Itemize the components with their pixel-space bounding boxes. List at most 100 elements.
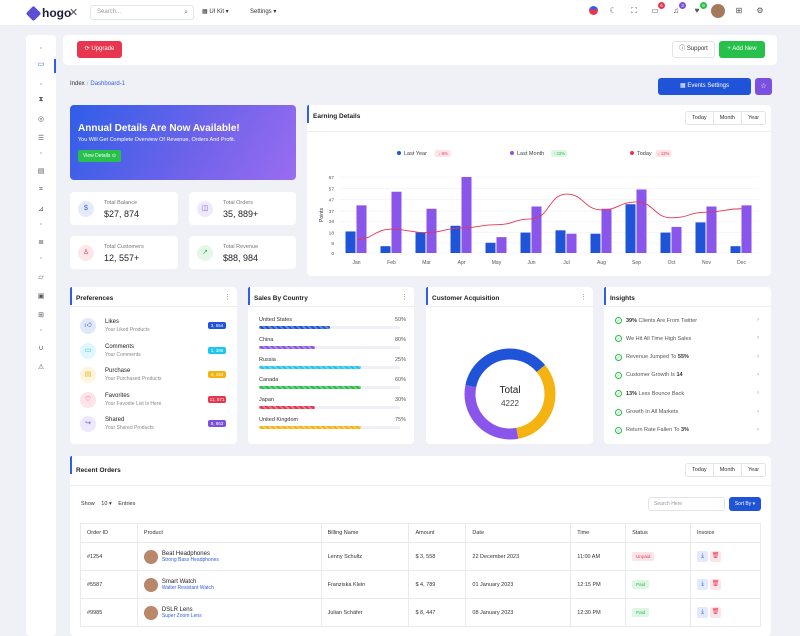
bar-last-month[interactable] [426, 208, 437, 253]
legend-label[interactable]: Today [637, 151, 652, 157]
upgrade-button[interactable]: ⟳ Upgrade [77, 41, 122, 58]
target-icon[interactable]: ◎ [37, 116, 45, 123]
column-header[interactable]: Billing Name [320, 523, 410, 543]
trash-icon[interactable]: 🗑︎ [710, 607, 722, 618]
bar-last-month[interactable] [391, 191, 402, 253]
product-avatar [143, 549, 158, 564]
logo[interactable]: hogo [25, 5, 71, 21]
more-icon[interactable]: ⋮ [580, 294, 587, 301]
breadcrumb-root[interactable]: Index [70, 81, 85, 87]
bar-last-year[interactable] [730, 246, 741, 253]
more-icon[interactable]: ⋮ [401, 294, 408, 301]
more-icon[interactable]: ⋮ [224, 294, 231, 301]
bar-last-year[interactable] [380, 246, 391, 253]
legend-label[interactable]: Last Month [517, 151, 544, 157]
trash-icon[interactable]: 🗑︎ [710, 551, 722, 562]
donut-segment[interactable] [464, 348, 556, 440]
orders-search-input[interactable]: Search Here [648, 497, 725, 511]
column-header[interactable]: Amount [408, 523, 467, 543]
hourglass-icon[interactable]: ⧗ [38, 96, 44, 103]
download-icon[interactable]: ⤓ [697, 607, 709, 618]
view-details-button[interactable]: View Details ⊙ [78, 150, 122, 162]
period-year[interactable]: Year [740, 112, 765, 124]
bar-last-month[interactable] [671, 226, 682, 253]
donut-segment[interactable] [464, 348, 556, 440]
bar-last-month[interactable] [496, 237, 507, 253]
fullscreen-icon[interactable]: ⛶ [631, 6, 637, 15]
product-name[interactable]: Beat Headphones [161, 550, 210, 557]
bar-last-month[interactable] [566, 233, 577, 253]
bar-last-month[interactable] [356, 205, 367, 253]
gear-icon[interactable]: ⚙ [756, 6, 764, 15]
sort-by-button[interactable]: Sort By ▾ [729, 497, 761, 511]
product-name[interactable]: Smart Watch [161, 578, 197, 585]
ui-kit-menu[interactable]: ▦ UI Kit ▾ [202, 9, 229, 15]
moon-icon[interactable]: ☾ [609, 6, 617, 15]
add-new-button[interactable]: + Add New [719, 41, 765, 58]
component-icon[interactable]: ⌗ [39, 186, 43, 193]
magnet-icon[interactable]: ∪ [38, 345, 44, 352]
gift-icon[interactable]: ♥ 9 [691, 2, 707, 18]
column-header[interactable]: Order ID [80, 523, 138, 543]
column-header[interactable]: Time [570, 523, 627, 543]
bell-icon[interactable]: ♫ 3 [670, 2, 686, 18]
bar-last-year[interactable] [520, 232, 531, 253]
star-button[interactable]: ☆ [755, 78, 772, 95]
period-month[interactable]: Month [712, 112, 741, 124]
column-header[interactable]: Date [465, 523, 572, 543]
monitor-icon[interactable]: ▭ [37, 61, 45, 68]
bar-last-year[interactable] [345, 231, 356, 253]
breadcrumb-current[interactable]: Dashboard-1 [90, 81, 126, 87]
support-button[interactable]: ⓘ Support [672, 41, 715, 58]
table-row[interactable]: #1254 Beat Headphones Strong Bass Headphon… [80, 542, 761, 571]
qr-icon[interactable]: ⊞ [38, 312, 44, 319]
bar-last-year[interactable] [590, 233, 601, 253]
donut-segment[interactable] [464, 348, 556, 440]
bar-last-year[interactable] [625, 204, 636, 253]
table-row[interactable]: #5587 Smart Watch Walter Resistant Watch Fr… [80, 570, 761, 599]
chat-icon[interactable]: ▭ 6 [649, 2, 665, 18]
bar-last-month[interactable] [636, 189, 647, 253]
avatar[interactable] [711, 4, 725, 18]
product-avatar [143, 605, 158, 620]
close-icon[interactable]: ✕ [69, 7, 79, 19]
bar-last-year[interactable] [695, 222, 706, 253]
server-icon[interactable]: ☰ [37, 135, 45, 142]
period-year[interactable]: Year [740, 464, 765, 476]
bar-last-year[interactable] [555, 230, 566, 253]
bar-last-month[interactable] [706, 206, 717, 253]
bar-last-month[interactable] [601, 208, 612, 253]
settings-menu[interactable]: Settings ▾ [250, 9, 277, 15]
bar-last-year[interactable] [660, 232, 671, 253]
search-input[interactable]: Search... ⌕ [90, 5, 194, 20]
flag-icon[interactable] [587, 6, 599, 18]
warning-icon[interactable]: ⚠ [37, 364, 45, 371]
bar-last-year[interactable] [450, 225, 461, 253]
layout-icon[interactable]: ▣ [37, 293, 45, 300]
apps-icon[interactable]: ⊞ [735, 6, 743, 15]
download-icon[interactable]: ⤓ [697, 579, 709, 590]
download-icon[interactable]: ⤓ [697, 551, 709, 562]
column-header[interactable]: Product [136, 523, 322, 543]
period-month[interactable]: Month [712, 464, 741, 476]
product-name[interactable]: DSLR Lens [161, 606, 193, 613]
document-icon[interactable]: ▤ [37, 168, 45, 175]
bar-last-year[interactable] [485, 242, 496, 253]
bar-last-month[interactable] [741, 205, 752, 253]
top-bar: hogo ✕ Search... ⌕ ▦ UI Kit ▾ Settings ▾ … [0, 0, 800, 26]
bar-last-month[interactable] [461, 177, 472, 253]
folder-icon[interactable]: ▱ [38, 274, 44, 281]
bar-last-month[interactable] [531, 206, 542, 253]
legend-label[interactable]: Last Year [404, 151, 427, 157]
list-icon[interactable]: ≣ [38, 239, 44, 246]
column-header[interactable]: Status [625, 523, 692, 543]
trash-icon[interactable]: 🗑︎ [710, 579, 722, 590]
entries-select[interactable]: 10 ▾ [101, 501, 112, 507]
column-header[interactable]: Invoice [690, 523, 761, 543]
period-today[interactable]: Today [692, 115, 707, 121]
chart-icon[interactable]: ⊿ [38, 206, 44, 213]
bar-last-year[interactable] [415, 232, 426, 253]
events-settings-button[interactable]: ▦ Events Settings [658, 78, 751, 95]
table-row[interactable]: #9985 DSLR Lens Super Zoom Lens Julian Schä… [80, 598, 761, 627]
period-today[interactable]: Today [692, 467, 707, 473]
